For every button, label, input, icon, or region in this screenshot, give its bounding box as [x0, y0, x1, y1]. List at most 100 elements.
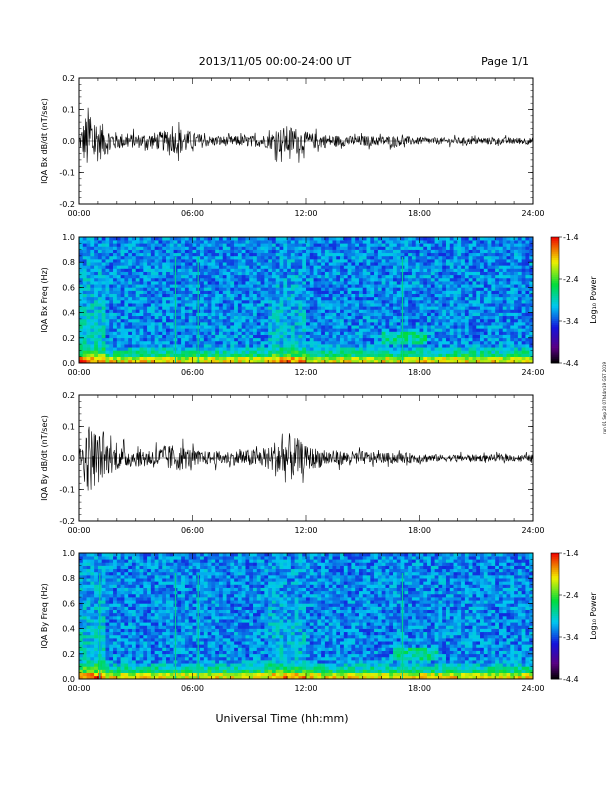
spectrogram-cell	[374, 309, 379, 313]
spectrogram-cell	[131, 347, 137, 351]
spectrogram-cell	[215, 281, 220, 285]
spectrogram-cell	[495, 322, 500, 326]
spectrogram-cell	[166, 290, 171, 294]
spectrogram-cell	[200, 337, 205, 342]
spectrogram-cell	[253, 287, 258, 291]
spectrogram-cell	[472, 284, 477, 288]
spectrogram-cell	[237, 277, 242, 282]
spectrogram-cell	[218, 350, 224, 354]
spectrogram-cell	[226, 255, 231, 260]
spectrogram-cell	[449, 325, 454, 329]
spectrogram-cell	[192, 334, 197, 339]
spectrogram-cell	[196, 249, 201, 254]
spectrogram-cell	[457, 359, 462, 364]
spectrogram-cell	[423, 359, 428, 364]
spectrogram-cell	[124, 328, 129, 332]
spectrogram-cell	[324, 303, 329, 307]
spectrogram-cell	[495, 249, 500, 254]
spectrogram-cell	[408, 265, 413, 269]
spectrogram-cell	[97, 303, 102, 307]
spectrogram-cell	[215, 255, 220, 260]
spectrogram-cell	[442, 237, 447, 241]
spectrogram-cell	[253, 347, 258, 351]
spectrogram-cell	[154, 356, 159, 361]
spectrogram-cell	[472, 252, 477, 257]
spectrogram-cell	[427, 350, 432, 354]
spectrogram-cell	[336, 277, 341, 282]
spectrogram-cell	[97, 293, 102, 298]
spectrogram-cell	[340, 265, 345, 269]
spectrogram-cell	[453, 284, 458, 288]
spectrogram-cell	[400, 243, 405, 247]
spectrogram-cell	[483, 347, 488, 351]
spectrogram-cell	[245, 359, 250, 364]
spectrogram-cell	[287, 262, 292, 266]
spectrogram-cell	[226, 252, 231, 257]
spectrogram-cell	[332, 306, 337, 310]
spectrogram-cell	[249, 265, 254, 269]
spectrogram-cell	[377, 287, 382, 291]
spectrogram-cell	[521, 309, 526, 313]
spectrogram-cell	[203, 271, 208, 276]
spectrogram-cell	[234, 334, 239, 339]
spectrogram-cell	[480, 337, 485, 342]
spectrogram-cell	[264, 274, 269, 279]
spectrogram-cell	[491, 296, 496, 301]
spectrogram-cell	[464, 331, 469, 335]
spectrogram-cell	[128, 255, 133, 260]
spectrogram-cell	[109, 274, 114, 279]
spectrogram-cell	[192, 252, 197, 257]
spectrogram-cell	[302, 290, 307, 294]
spectrogram-cell	[135, 252, 140, 257]
spectrogram-cell	[245, 290, 250, 294]
spectrogram-cell	[525, 268, 530, 272]
spectrogram-cell	[128, 262, 133, 266]
spectrogram-cell	[340, 290, 345, 294]
spectrogram-cell	[358, 237, 364, 241]
spectrogram-cell	[226, 287, 231, 291]
spectrogram-cell	[521, 259, 526, 263]
spectrogram-cell	[393, 312, 398, 317]
spectrogram-cell	[306, 344, 311, 348]
panel-bx-dbdt: 0.20.10.0-0.1-0.200:00 06:00 12:00 18:00 24:…	[40, 74, 545, 218]
spectrogram-cell	[249, 290, 254, 294]
spectrogram-cell	[256, 340, 261, 345]
spectrogram-cell	[324, 268, 329, 272]
spectrogram-cell	[445, 312, 451, 317]
spectrogram-cell	[351, 315, 356, 320]
spectrogram-cell	[419, 240, 424, 244]
spectrogram-cell	[449, 340, 454, 345]
spectrogram-cell	[166, 309, 171, 313]
spectrogram-cell	[215, 325, 220, 329]
spectrogram-cell	[147, 359, 152, 364]
spectrogram-cell	[234, 315, 239, 320]
spectrogram-cell	[166, 353, 171, 357]
spectrogram-cell	[279, 246, 284, 250]
spectrogram-cell	[332, 315, 337, 320]
spectrogram-cell	[385, 290, 390, 294]
spectrogram-cell	[506, 303, 511, 307]
spectrogram-cell	[343, 334, 348, 339]
spectrogram-cell	[381, 306, 386, 310]
spectrogram-cell	[442, 284, 447, 288]
spectrogram-cell	[173, 249, 178, 254]
spectrogram-cell	[188, 331, 193, 335]
spectrogram-cell	[328, 309, 333, 313]
spectrogram-cell	[351, 344, 356, 348]
spectrogram-cell	[483, 284, 488, 288]
spectrogram-cell	[430, 252, 435, 257]
spectrogram-cell	[222, 340, 227, 345]
spectrogram-cell	[351, 350, 356, 354]
spectrogram-cell	[472, 322, 477, 326]
spectrogram-cell	[381, 262, 386, 266]
spectrogram-cell	[124, 265, 129, 269]
spectrogram-cell	[472, 328, 477, 332]
spectrogram-cell	[181, 328, 186, 332]
spectrogram-cell	[332, 246, 337, 250]
spectrogram-cell	[396, 240, 401, 244]
spectrogram-cell	[192, 350, 197, 354]
spectrogram-cell	[218, 252, 224, 257]
spectrogram-cell	[419, 359, 424, 364]
spectrogram-cell	[234, 325, 239, 329]
spectrogram-cell	[116, 300, 121, 304]
